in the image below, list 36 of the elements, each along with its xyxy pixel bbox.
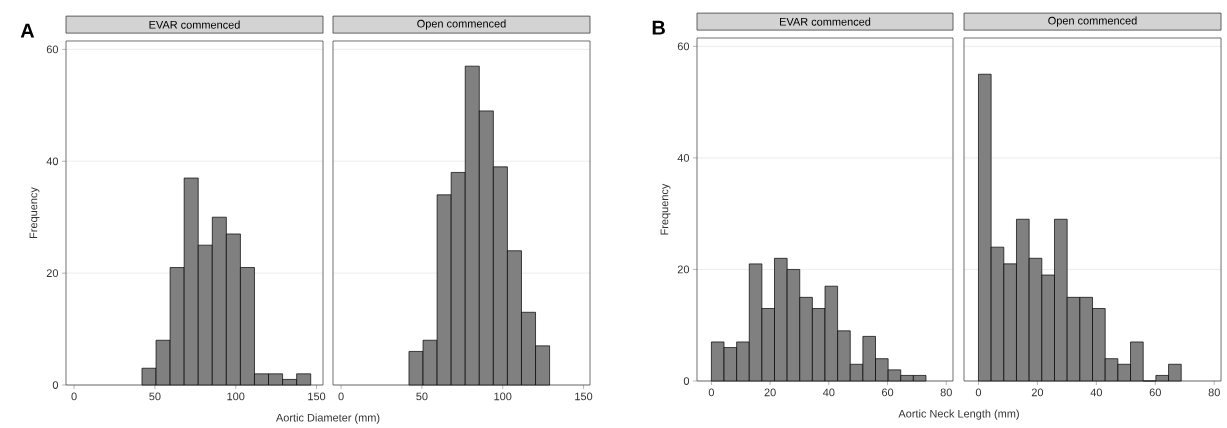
x-tick-label: 100 xyxy=(494,392,512,401)
chart-title: Open commenced xyxy=(1048,16,1137,27)
x-tick-label: 50 xyxy=(416,392,428,401)
x-tick-label: 0 xyxy=(708,388,714,397)
text: A xyxy=(20,23,35,38)
y-tick-label: 0 xyxy=(683,377,690,385)
x-tick-label: 20 xyxy=(764,388,776,397)
y-axis-title: Frequency xyxy=(660,183,671,235)
y-tick-label: 20 xyxy=(46,269,59,278)
chart-title: EVAR commenced xyxy=(149,20,240,29)
y-tick-label: 0 xyxy=(52,381,59,389)
x-tick-label: 60 xyxy=(1149,388,1161,397)
x-tick-label: 50 xyxy=(149,392,161,401)
x-tick-label: 20 xyxy=(1031,388,1044,397)
text: B xyxy=(652,20,665,35)
chart-title: Open commenced xyxy=(417,19,506,30)
y-tick-label: 20 xyxy=(677,265,690,274)
x-tick-label: 40 xyxy=(822,388,835,397)
x-tick-label: 60 xyxy=(882,388,894,397)
x-axis-title: Aortic Diameter (mm) xyxy=(275,413,380,424)
x-tick-label: 80 xyxy=(940,388,952,397)
y-tick-label: 40 xyxy=(46,157,59,166)
y-tick-label: 60 xyxy=(46,45,59,54)
y-axis-title: Frequency xyxy=(29,187,40,238)
x-tick-label: 0 xyxy=(71,392,77,401)
x-tick-label: 150 xyxy=(575,392,593,401)
x-axis-title: Aortic Neck Length (mm) xyxy=(898,409,1019,420)
chart-title: EVAR commenced xyxy=(780,17,871,26)
x-tick-label: 0 xyxy=(975,388,982,397)
x-tick-label: 150 xyxy=(308,392,326,401)
y-tick-label: 60 xyxy=(677,42,690,51)
x-tick-label: 80 xyxy=(1208,388,1220,397)
y-tick-label: 40 xyxy=(677,154,690,162)
x-tick-label: 0 xyxy=(338,392,344,401)
x-tick-label: 100 xyxy=(227,392,245,401)
x-tick-label: 40 xyxy=(1090,388,1102,397)
